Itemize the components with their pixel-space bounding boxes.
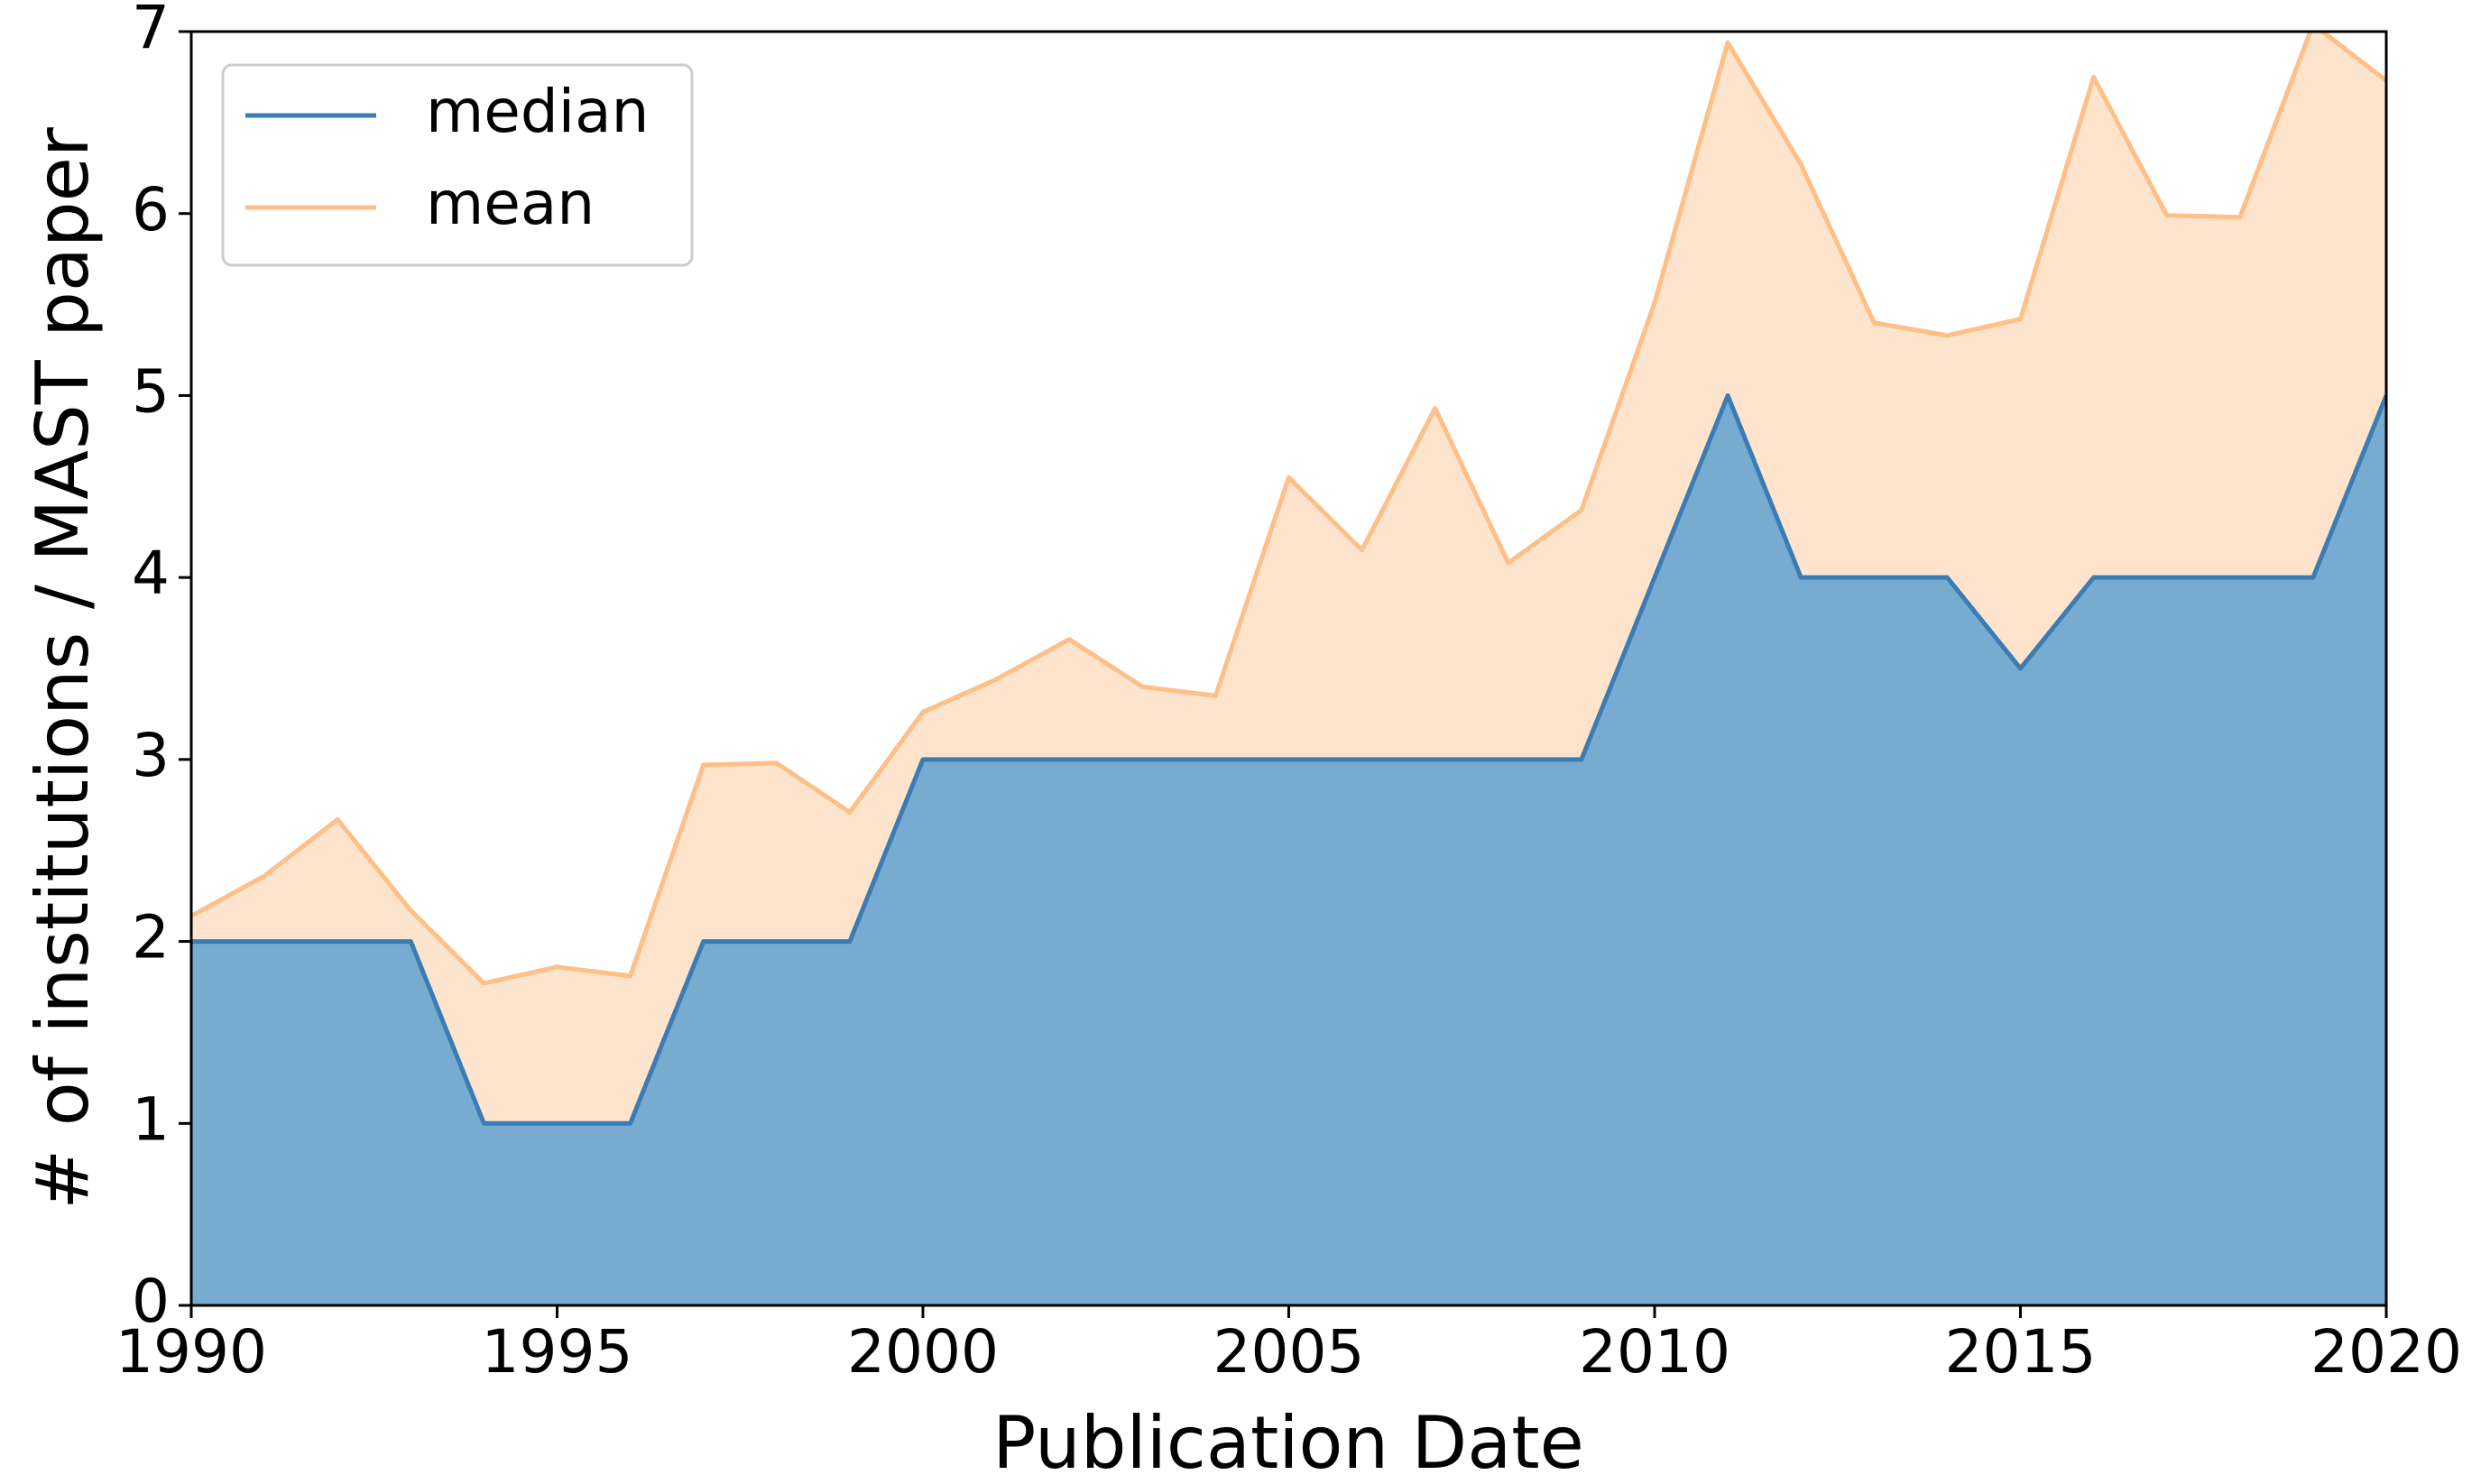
y-tick-label: 1 — [132, 1084, 170, 1154]
y-tick-label: 7 — [132, 0, 170, 62]
y-tick-label: 3 — [132, 721, 170, 790]
x-tick-label: 1995 — [482, 1317, 633, 1387]
x-tick-label: 2020 — [2310, 1317, 2462, 1387]
series-line — [191, 392, 2386, 1126]
x-tick-label: 2010 — [1579, 1317, 1730, 1387]
legend-label: median — [426, 77, 649, 146]
y-tick-label: 4 — [132, 539, 170, 608]
x-tick-label: 2000 — [847, 1317, 999, 1387]
x-axis-label: Publication Date — [992, 1401, 1584, 1484]
y-axis-label: # of institutions / MAST paper — [21, 127, 105, 1210]
y-tick-label: 6 — [132, 175, 170, 244]
x-tick-label: 2015 — [1945, 1317, 2097, 1387]
x-tick-label: 2005 — [1213, 1317, 1365, 1387]
y-tick-label: 5 — [132, 356, 170, 426]
y-tick-label: 2 — [132, 903, 170, 972]
legend-label: mean — [426, 169, 595, 238]
series-line — [191, 32, 2386, 986]
x-tick-label: 1990 — [115, 1317, 267, 1387]
plot-area — [191, 32, 2386, 1305]
y-tick-label: 0 — [132, 1267, 170, 1336]
area-fill — [191, 395, 2386, 1305]
